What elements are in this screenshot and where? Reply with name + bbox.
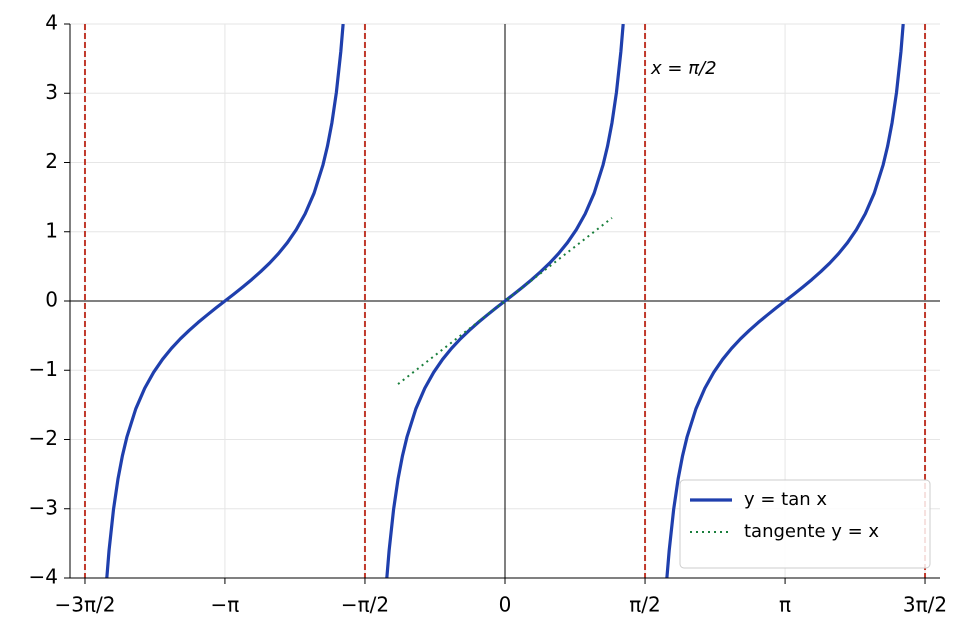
x-tick-label: −π/2 (341, 593, 389, 617)
x-tick-label: −3π/2 (54, 593, 115, 617)
legend: y = tan x tangente y = x (679, 479, 931, 569)
annotation: x = π/2 (650, 58, 717, 79)
y-tick-label: 1 (45, 218, 58, 242)
y-tick-label: −1 (29, 357, 58, 381)
y-tick-label: −4 (29, 565, 58, 589)
y-tick-label: −3 (29, 495, 58, 519)
x-tick-label: 0 (499, 593, 512, 617)
series-line (105, 24, 905, 578)
legend-label: y = tan x (744, 489, 827, 510)
x-tick-label: 3π/2 (903, 593, 947, 617)
y-tick-label: 3 (45, 80, 58, 104)
x-tick-label: π (779, 593, 791, 617)
legend-box (679, 479, 931, 569)
y-tick-label: −2 (29, 426, 58, 450)
axes: −3π/2 −π −π/2 0 π/2 π 3π/2 −4 −3 −2 −1 0 1 2 3 4 x = π/2 (29, 11, 948, 617)
y-tick-label: 4 (45, 11, 58, 35)
y-tick-label: 0 (45, 288, 58, 312)
x-tick-label: π/2 (629, 593, 661, 617)
x-tick-label: −π (211, 593, 240, 617)
legend-label: tangente y = x (744, 521, 879, 542)
y-tick-label: 2 (45, 149, 58, 173)
